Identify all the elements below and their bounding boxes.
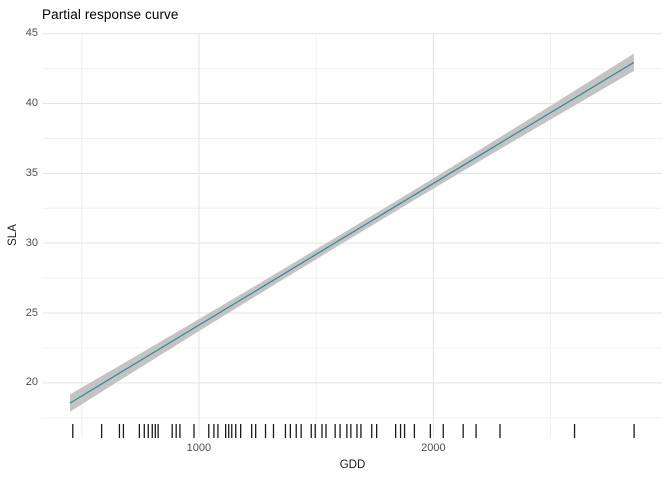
- x-tick-label: 2000: [421, 442, 446, 454]
- y-axis-title: SLA: [6, 223, 19, 246]
- y-tick-label: 40: [25, 97, 38, 110]
- y-tick-label: 20: [25, 376, 38, 389]
- response-line: [69, 61, 635, 404]
- y-tick-label: 35: [25, 166, 38, 179]
- x-tick-label: 1000: [186, 442, 212, 454]
- y-tick-label: 30: [25, 236, 38, 249]
- y-tick-label: 45: [25, 27, 38, 40]
- plot-title: Partial response curve: [42, 7, 179, 22]
- y-tick-label: 25: [25, 306, 38, 319]
- x-axis-title: GDD: [339, 459, 366, 471]
